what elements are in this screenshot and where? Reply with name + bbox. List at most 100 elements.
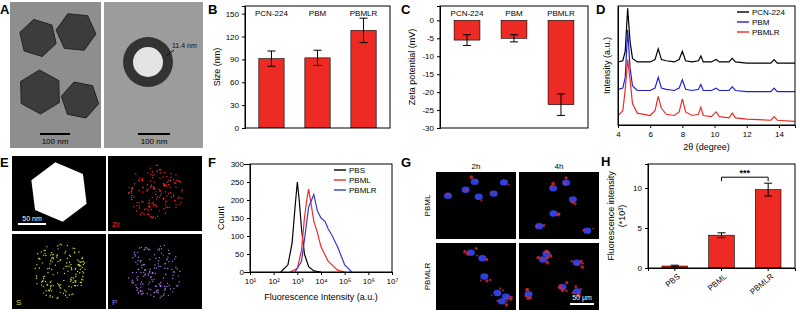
eds-dot <box>173 196 174 197</box>
eds-dot <box>63 280 64 281</box>
eds-dot <box>73 282 74 283</box>
tick: 0 <box>235 124 245 133</box>
tick: 100 <box>231 232 250 241</box>
eds-dot <box>36 283 37 284</box>
eds-dot <box>80 262 81 263</box>
category-label: PCN-224 <box>451 9 484 18</box>
eds-dot <box>181 191 182 192</box>
eds-dot <box>169 253 170 254</box>
nucleus <box>542 250 550 256</box>
tick-mark <box>747 125 748 128</box>
tick: 250 <box>231 178 250 187</box>
eds-dot <box>150 294 151 295</box>
tick-label: 10¹ <box>245 277 257 286</box>
tick-mark <box>242 82 245 83</box>
eds-dot <box>159 191 160 192</box>
eds-dot <box>175 187 176 188</box>
error-bar <box>267 51 275 66</box>
eds-dot <box>153 173 154 174</box>
eds-dot <box>140 261 141 262</box>
eds-dot <box>165 288 166 289</box>
eds-dot <box>136 210 137 211</box>
eds-dot <box>43 278 44 279</box>
eds-dot <box>163 293 164 294</box>
tick: 10⁴ <box>315 272 328 286</box>
eds-dot <box>150 187 151 188</box>
eds-dot <box>136 287 137 288</box>
particle <box>61 82 98 118</box>
eds-dot <box>149 272 150 273</box>
eds-dot <box>180 201 181 202</box>
tick-mark <box>242 128 245 129</box>
eds-dot <box>154 278 155 279</box>
red-signal <box>571 260 573 262</box>
eds-dot <box>45 255 46 256</box>
red-signal <box>491 295 493 297</box>
eds-dot <box>141 201 142 202</box>
eds-dot <box>74 248 75 249</box>
category-label: PCN-224 <box>255 9 288 18</box>
eds-dot <box>144 209 145 210</box>
tick-label: 200 <box>231 196 245 205</box>
tick-mark <box>437 128 440 129</box>
panel-label: F <box>208 155 216 170</box>
eds-dot <box>166 200 167 201</box>
eds-dot <box>49 268 50 269</box>
eds-dot <box>52 254 53 255</box>
panel-label: A <box>0 2 10 17</box>
eds-dot <box>46 284 47 285</box>
eds-dot <box>72 247 73 248</box>
eds-dot <box>74 285 75 286</box>
eds-dot <box>164 185 165 186</box>
eds-dot <box>142 201 143 202</box>
eds-dot <box>150 289 151 290</box>
eds-dot <box>69 294 70 295</box>
eds-dot <box>131 199 132 200</box>
eds-dot <box>181 189 182 190</box>
tick: -20 <box>422 88 440 97</box>
eds-dot <box>83 261 84 262</box>
tick-label: 14 <box>775 130 784 139</box>
eds-dot <box>175 204 176 205</box>
eds-dot <box>43 254 44 255</box>
tick-mark <box>437 38 440 39</box>
eds-dot <box>158 263 159 264</box>
red-signal <box>526 289 529 292</box>
eds-dot <box>50 260 51 261</box>
eds-dot <box>152 217 153 218</box>
panel-label: D <box>596 2 605 17</box>
eds-dot <box>159 284 160 285</box>
tick: 150 <box>231 214 250 223</box>
error-bar <box>463 35 471 46</box>
eds-dot <box>166 286 167 287</box>
eds-dot <box>70 279 71 280</box>
eds-dot <box>165 191 166 192</box>
legend-label: PBS <box>349 166 365 175</box>
red-signal <box>557 212 561 216</box>
tick: 10 <box>633 184 648 193</box>
eds-dot <box>84 268 85 269</box>
tick: 120 <box>226 33 245 42</box>
tick: 12 <box>743 125 752 139</box>
eds-dot <box>166 176 167 177</box>
tem-image <box>10 2 101 148</box>
error-bar-cap <box>671 266 679 267</box>
eds-image <box>12 234 106 309</box>
error-bar-line <box>467 35 468 46</box>
eds-dot <box>39 267 40 268</box>
error-bar <box>718 233 726 238</box>
eds-dot <box>142 180 143 181</box>
eds-dot <box>154 188 155 189</box>
eds-dot <box>181 198 182 199</box>
particle <box>20 19 56 56</box>
eds-dot <box>69 262 70 263</box>
image-panel <box>10 2 203 148</box>
eds-dot <box>43 276 44 277</box>
tick-mark <box>242 59 245 60</box>
eds-dot <box>168 193 169 194</box>
tick-mark <box>437 56 440 57</box>
eds-image <box>108 156 202 231</box>
nucleus <box>535 223 543 229</box>
eds-dot <box>139 247 140 248</box>
eds-dot <box>148 273 149 274</box>
